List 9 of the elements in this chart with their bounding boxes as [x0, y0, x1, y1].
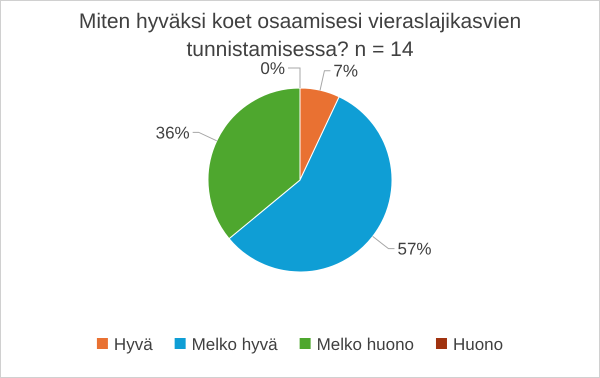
chart-title: Miten hyväksi koet osaamisesi vieraslajikasvien tunnistamisessa? n = 14: [78, 10, 522, 61]
text: 0%: [260, 58, 285, 78]
data-label: 57%: [397, 240, 432, 259]
legend-label: Hyvä: [114, 334, 154, 354]
data-label: 7%: [333, 62, 358, 81]
data-label: 36%: [156, 123, 190, 142]
legend-label: Huono: [452, 334, 504, 354]
legend-label: Melko hyvä: [192, 334, 278, 354]
legend-label: Melko huono: [316, 334, 414, 354]
